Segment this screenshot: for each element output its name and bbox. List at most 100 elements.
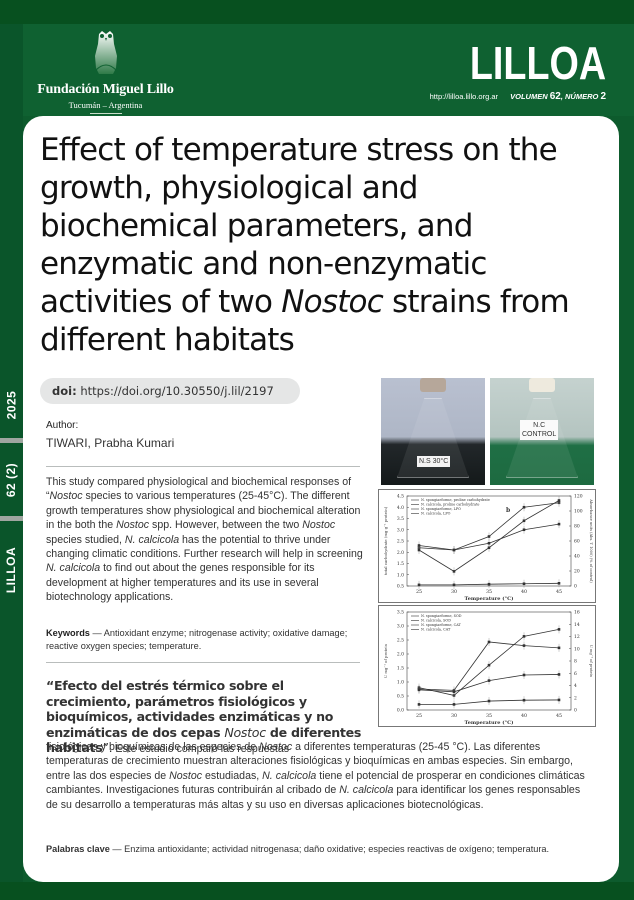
svg-text:45: 45 bbox=[556, 713, 562, 719]
abstract-spanish: fisiológicas y bioquímicas de las especi… bbox=[46, 741, 585, 811]
foundation-location: Tucumán – Argentina bbox=[68, 100, 143, 110]
keywords: Keywords — Antioxidant enzyme; nitrogena… bbox=[46, 628, 348, 651]
svg-text:3.0: 3.0 bbox=[397, 527, 404, 533]
svg-text:0: 0 bbox=[574, 584, 577, 590]
svg-text:3.5: 3.5 bbox=[397, 610, 404, 616]
svg-text:0: 0 bbox=[574, 708, 577, 714]
foundation-logo: Fundación Miguel Lillo Tucumán – Argenti… bbox=[33, 30, 178, 114]
svg-text:25: 25 bbox=[416, 589, 422, 595]
spanish-title: “Efecto del estrés térmico sobre el crec… bbox=[46, 678, 362, 756]
palabras-clave: Palabras clave — Enzima antioxidante; ac… bbox=[46, 844, 550, 854]
doi-badge[interactable]: doi: https://doi.org/10.30550/j.lil/2197 bbox=[40, 378, 300, 404]
flask-photo-nc: N.C CONTROL bbox=[490, 378, 594, 485]
svg-text:N. calcicola, proline carbohyd: N. calcicola, proline carbohydrate bbox=[421, 503, 479, 507]
sidebar-issue: 62 (2) bbox=[4, 462, 19, 498]
svg-text:4.5: 4.5 bbox=[397, 494, 404, 500]
svg-text:40: 40 bbox=[521, 589, 527, 595]
divider bbox=[46, 662, 360, 663]
svg-text:10: 10 bbox=[574, 646, 580, 652]
svg-text:16: 16 bbox=[574, 610, 580, 616]
volume-number: 62 bbox=[549, 91, 561, 102]
sidebar-year: 2025 bbox=[4, 390, 19, 420]
svg-text:14: 14 bbox=[574, 622, 580, 628]
svg-text:40: 40 bbox=[574, 554, 580, 560]
svg-text:0.5: 0.5 bbox=[397, 694, 404, 700]
divider bbox=[46, 466, 360, 467]
svg-text:25: 25 bbox=[416, 713, 422, 719]
svg-text:45: 45 bbox=[556, 589, 562, 595]
svg-text:60: 60 bbox=[574, 539, 580, 545]
issue-info: http://lilloa.lillo.org.ar VOLUMEN 62, N… bbox=[429, 91, 606, 102]
flask-cap bbox=[420, 378, 446, 392]
svg-text:80: 80 bbox=[574, 524, 580, 530]
chart-enzymes: 0.0 0.5 1.0 1.5 2.0 2.5 3.0 3.5 0 2 4 6 8 10 12 14 16 25 3… bbox=[378, 605, 596, 727]
svg-text:N. spongiaeforme, SOD: N. spongiaeforme, SOD bbox=[421, 614, 462, 618]
svg-text:2.5: 2.5 bbox=[397, 539, 404, 545]
svg-text:total carbohydrate (mg g⁻¹ pro: total carbohydrate (mg g⁻¹ protein) bbox=[383, 506, 388, 575]
journal-title: LILLOA bbox=[469, 37, 606, 89]
svg-text:8: 8 bbox=[574, 659, 577, 665]
svg-text:6: 6 bbox=[574, 671, 577, 677]
svg-text:N. calcicola, CAT: N. calcicola, CAT bbox=[421, 628, 451, 632]
flask-label: N.S 30°C bbox=[417, 456, 451, 467]
owl-logo-icon bbox=[94, 31, 117, 74]
svg-text:2.0: 2.0 bbox=[397, 550, 404, 556]
chart-carbohydrate: 0.5 1.0 1.5 2.0 2.5 3.0 3.5 4.0 4.5 0 20 40 60 80 100 1… bbox=[378, 489, 596, 603]
volume-label: VOLUMEN bbox=[510, 92, 548, 101]
author-name: TIWARI, Prabha Kumari bbox=[46, 436, 175, 450]
svg-text:N. calcicola, LPO: N. calcicola, LPO bbox=[421, 512, 451, 516]
svg-text:20: 20 bbox=[574, 569, 580, 575]
svg-text:3.5: 3.5 bbox=[397, 516, 404, 522]
sidebar-journal: LILLOA bbox=[4, 546, 19, 594]
bottom-band bbox=[0, 882, 634, 900]
article-title: Effect of temperature stress on the grow… bbox=[40, 132, 570, 358]
svg-text:1.5: 1.5 bbox=[397, 666, 404, 672]
line-chart: 0.5 1.0 1.5 2.0 2.5 3.0 3.5 4.0 4.5 0 20 40 60 80 100 1… bbox=[383, 494, 593, 603]
svg-text:0.5: 0.5 bbox=[397, 584, 404, 590]
logo-divider bbox=[89, 113, 122, 114]
svg-text:12: 12 bbox=[574, 634, 580, 640]
svg-text:30: 30 bbox=[451, 713, 457, 719]
svg-text:3.0: 3.0 bbox=[397, 624, 404, 630]
number-label: NÚMERO bbox=[565, 92, 599, 101]
svg-text:Temperature (°C): Temperature (°C) bbox=[465, 719, 514, 726]
sidebar-separator bbox=[0, 516, 23, 521]
svg-text:N. spongiaeforme, CAT: N. spongiaeforme, CAT bbox=[421, 623, 461, 627]
flask-photo-ns: N.S 30°C bbox=[381, 378, 485, 485]
doi-link[interactable]: https://doi.org/10.30550/j.lil/2197 bbox=[80, 384, 274, 398]
author-label: Author: bbox=[46, 420, 79, 431]
svg-text:Absorbance units (Abs. T 1000): Absorbance units (Abs. T 1000) (% of con… bbox=[589, 498, 593, 583]
svg-text:4.0: 4.0 bbox=[397, 505, 404, 511]
sidebar-strip bbox=[0, 24, 23, 900]
svg-text:2: 2 bbox=[574, 695, 577, 701]
svg-text:2.0: 2.0 bbox=[397, 652, 404, 658]
flask-cap bbox=[529, 378, 555, 392]
svg-text:0.0: 0.0 bbox=[397, 708, 404, 714]
svg-text:35: 35 bbox=[486, 589, 492, 595]
line-chart: 0.0 0.5 1.0 1.5 2.0 2.5 3.0 3.5 0 2 4 6 8 10 12 14 16 25 3… bbox=[383, 610, 593, 727]
svg-text:1.5: 1.5 bbox=[397, 561, 404, 567]
svg-text:100: 100 bbox=[574, 509, 583, 515]
svg-text:U mg⁻¹ of protein: U mg⁻¹ of protein bbox=[383, 643, 388, 678]
svg-text:4: 4 bbox=[574, 683, 577, 689]
svg-text:Temperature (°C): Temperature (°C) bbox=[465, 595, 514, 602]
svg-text:N. spongiaeforme, LPO: N. spongiaeforme, LPO bbox=[421, 507, 461, 511]
svg-text:1.0: 1.0 bbox=[397, 572, 404, 578]
svg-text:2.5: 2.5 bbox=[397, 638, 404, 644]
journal-url[interactable]: http://lilloa.lillo.org.ar bbox=[429, 92, 499, 101]
abstract-english: This study compared physiological and bi… bbox=[46, 476, 363, 604]
svg-text:U mg⁻¹ of protein: U mg⁻¹ of protein bbox=[589, 645, 593, 678]
foundation-name: Fundación Miguel Lillo bbox=[37, 82, 174, 97]
svg-text:b: b bbox=[506, 507, 510, 514]
svg-text:1.0: 1.0 bbox=[397, 680, 404, 686]
top-band bbox=[0, 0, 634, 24]
svg-text:N. spongiaeforme, proline carb: N. spongiaeforme, proline carbohydrate bbox=[421, 498, 490, 502]
header bbox=[23, 24, 634, 116]
flask-label: N.C CONTROL bbox=[520, 420, 559, 440]
svg-text:35: 35 bbox=[486, 713, 492, 719]
svg-text:30: 30 bbox=[451, 589, 457, 595]
issue-number: 2 bbox=[600, 91, 606, 102]
svg-text:40: 40 bbox=[521, 713, 527, 719]
svg-text:120: 120 bbox=[574, 494, 583, 500]
svg-text:N. calcicola, SOD: N. calcicola, SOD bbox=[421, 619, 451, 623]
